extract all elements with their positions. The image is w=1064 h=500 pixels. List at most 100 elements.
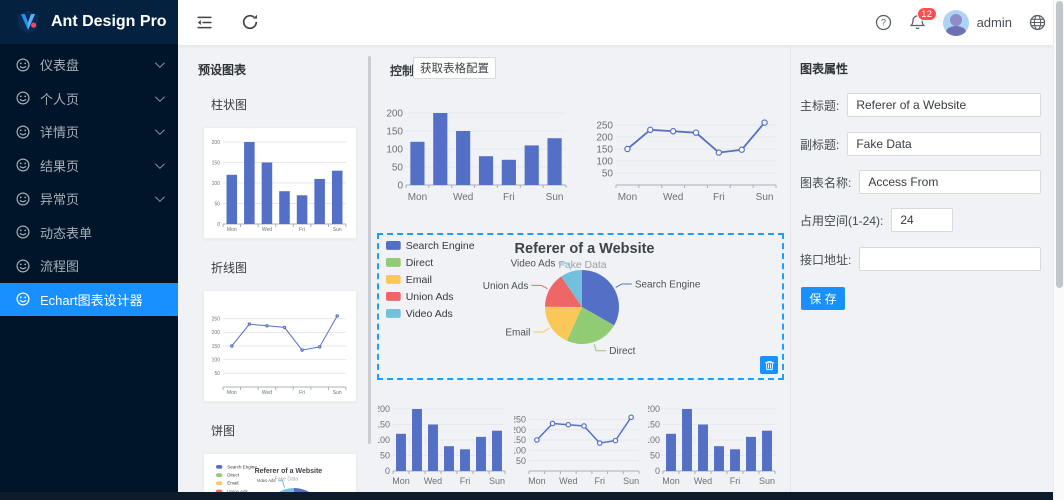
svg-text:Direct: Direct [609,346,635,357]
svg-text:250: 250 [212,316,221,322]
svg-text:0: 0 [655,466,660,476]
smile-icon [16,259,30,273]
panel-divider [790,45,791,492]
svg-text:Mon: Mon [408,192,427,203]
svg-text:Sun: Sun [333,227,342,233]
svg-text:250: 250 [596,121,613,132]
get-table-config-button[interactable]: 获取表格配置 [413,57,496,79]
svg-text:Sun: Sun [333,390,342,396]
svg-text:Video Ads: Video Ads [406,308,453,320]
avatar[interactable] [942,9,969,36]
svg-text:Direct: Direct [406,257,434,269]
svg-text:Fri: Fri [713,192,725,203]
sidebar-nav: 仪表盘个人页详情页结果页异常页 动态表单流程图 Echart图表设计器 [0,48,178,316]
svg-text:Wed: Wed [694,476,712,486]
sidebar-item-3[interactable]: 结果页 [0,149,178,183]
svg-text:Union Ads: Union Ads [483,281,529,292]
notification-badge: 12 [916,7,937,21]
canvas-line-chart-1[interactable]: 50 100 150 200 250 Mon Wed Fri Sun [586,108,784,203]
reload-icon[interactable] [241,13,259,31]
svg-text:50: 50 [214,201,220,207]
svg-text:150: 150 [212,344,221,350]
canvas-bar-chart-1[interactable]: 0 50 100 150 200 Mon Wed Fri Sun [378,108,574,203]
sidebar-item-label: 结果页 [40,158,80,174]
logo[interactable]: Ant Design Pro [0,0,178,44]
svg-text:100: 100 [648,435,660,445]
sidebar-item-0[interactable]: 仪表盘 [0,48,178,82]
svg-text:0: 0 [385,466,390,476]
svg-text:Sun: Sun [489,476,505,486]
save-button[interactable]: 保 存 [801,287,845,310]
svg-text:150: 150 [514,435,526,445]
sidebar-item-label: 流程图 [40,259,80,275]
sidebar-item-1[interactable]: 个人页 [0,82,178,116]
preset-bar-card[interactable]: 0 50 100 150 200 Mon Wed Fri Sun [203,127,357,239]
sidebar-item-6[interactable]: 流程图 [0,249,178,283]
api-field-row: 接口地址: [800,247,1041,271]
sub-title-input[interactable] [847,132,1041,156]
smile-icon [16,225,30,239]
api-url-input[interactable] [859,247,1041,271]
main-title-input[interactable] [847,93,1041,117]
svg-text:50: 50 [392,163,404,174]
menu-fold-icon[interactable] [196,14,213,31]
canvas-bar-chart-3[interactable]: 0 50 100 150 200 Mon Wed Fri Sun [645,404,780,487]
chart-name-input[interactable] [859,170,1041,194]
svg-text:100: 100 [514,445,526,455]
span-input[interactable] [891,208,954,232]
svg-text:Union Ads: Union Ads [227,489,248,494]
globe-icon[interactable] [1029,14,1046,31]
span-field-row: 占用空间(1-24): [800,208,1041,232]
svg-text:Fri: Fri [594,476,605,486]
svg-text:Fri: Fri [299,390,305,396]
selected-pie-chart[interactable]: Search Engine Direct Email Union Ads Video A… [379,235,782,378]
sidebar-item-label: 个人页 [40,91,80,107]
svg-text:Wed: Wed [262,227,272,233]
delete-chart-button[interactable] [760,356,778,374]
svg-text:100: 100 [378,435,390,445]
svg-text:Email: Email [505,327,530,338]
window-scrollbar-thumb[interactable] [1056,1,1063,288]
selected-chart-container[interactable]: Search Engine Direct Email Union Ads Video A… [377,233,784,380]
main-title-field-row: 主标题: [800,93,1041,117]
svg-text:Wed: Wed [262,390,272,396]
question-circle-icon[interactable]: ? [875,14,892,31]
sub-title-label: 副标题: [800,137,840,152]
svg-text:Fri: Fri [503,192,515,203]
preset-panel-scrollbar[interactable] [368,56,371,444]
smile-icon [16,292,30,306]
svg-text:200: 200 [212,140,221,146]
svg-text:50: 50 [380,451,390,461]
sidebar-item-5[interactable]: 动态表单 [0,216,178,250]
sidebar-item-label: Echart图表设计器 [40,292,143,308]
svg-text:50: 50 [516,456,526,466]
smile-icon [16,91,30,105]
svg-text:Wed: Wed [559,476,577,486]
sidebar-item-7[interactable]: Echart图表设计器 [0,282,178,316]
sidebar-item-2[interactable]: 详情页 [0,115,178,149]
svg-text:Fri: Fri [730,476,741,486]
svg-text:Mon: Mon [528,476,546,486]
canvas-bar-chart-2[interactable]: 0 50 100 150 200 Mon Wed Fri Sun [375,404,510,487]
span-label: 占用空间(1-24): [800,213,884,228]
sidebar: Ant Design Pro 仪表盘个人页详情页结果页异常页 动态表单流程图 Ech… [0,0,178,500]
svg-text:Search Engine: Search Engine [227,464,257,469]
smile-icon [16,158,30,172]
preset-panel-title: 预设图表 [198,63,247,77]
svg-text:200: 200 [648,405,660,414]
svg-text:50: 50 [214,371,220,377]
svg-text:50: 50 [602,169,614,180]
sub-title-field-row: 副标题: [800,132,1041,156]
svg-text:150: 150 [386,127,403,138]
preset-line-card[interactable]: 50 100 150 200 250 Mon Wed Fri Sun [203,290,357,402]
svg-text:150: 150 [648,420,660,430]
svg-text:100: 100 [386,145,403,156]
bell-icon[interactable]: 12 [909,7,937,31]
svg-text:Sun: Sun [759,476,775,486]
chevron-down-icon [154,125,165,136]
top-header: ? 12 admin [178,0,1064,45]
sidebar-item-4[interactable]: 异常页 [0,182,178,216]
bottom-edge-bar [0,492,1053,500]
